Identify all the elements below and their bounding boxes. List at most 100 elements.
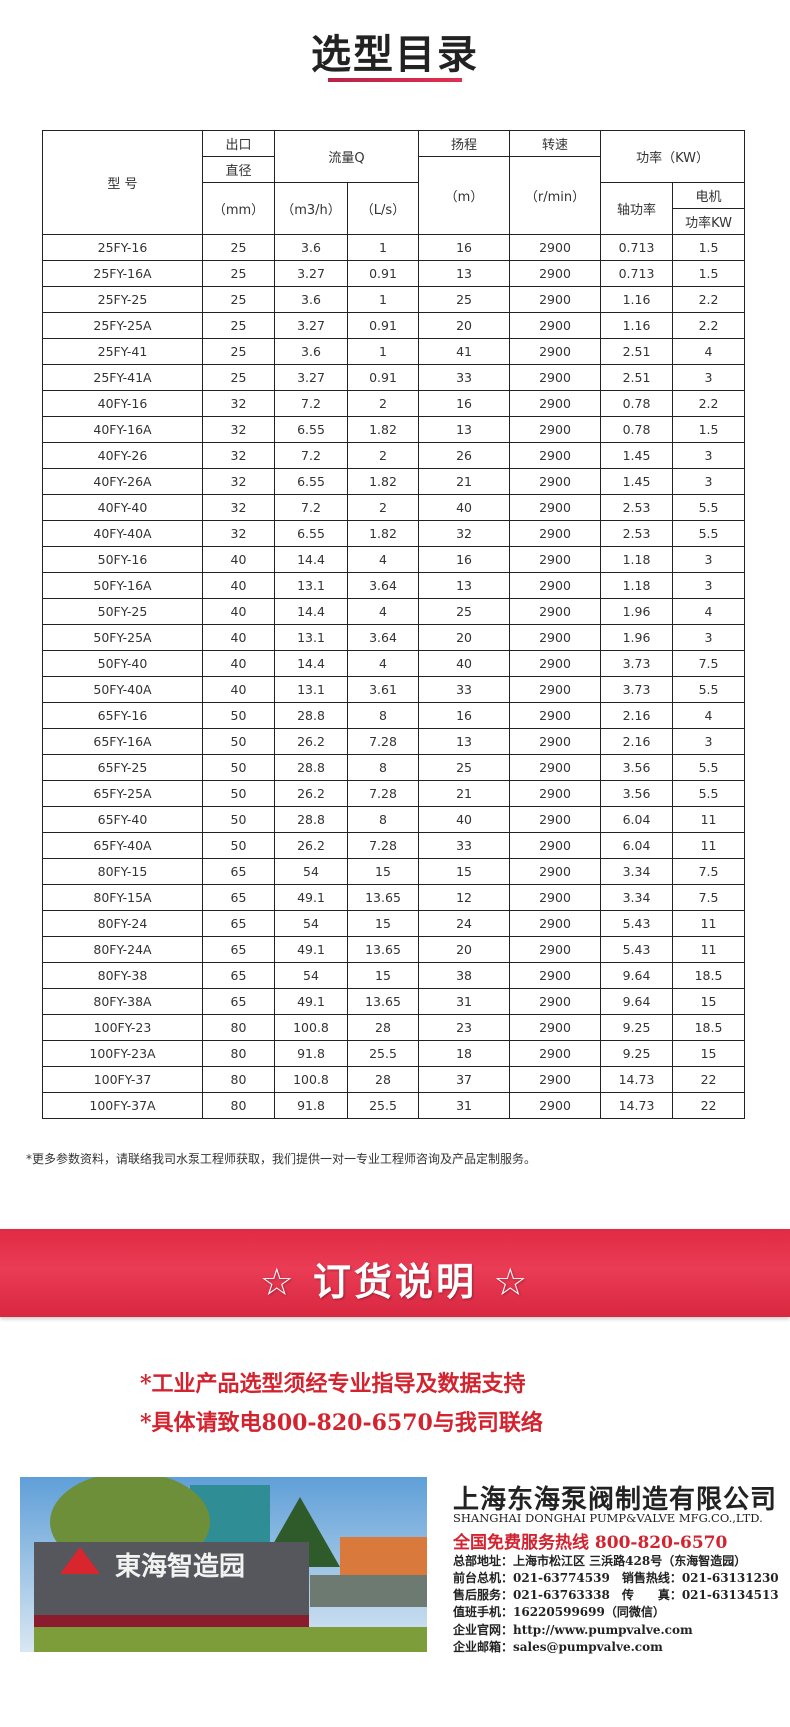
cell-model: 80FY-38A (42, 988, 203, 1015)
footer-address: 总部地址：上海市松江区 三浜路428号（东海智造园） (453, 1554, 747, 1568)
table-row: 50FY-40A 40 13.1 3.61 33 2900 3.73 5.5 (42, 676, 746, 703)
cell-flow-m3h: 13.1 (274, 624, 348, 651)
cell-flow-ls: 25.5 (346, 1040, 420, 1067)
cell-motor-power: 2.2 (672, 390, 746, 417)
cell-head: 33 (418, 676, 511, 703)
cell-speed: 2900 (509, 702, 602, 729)
cell-head: 25 (418, 598, 511, 625)
cell-speed: 2900 (509, 858, 602, 885)
cell-speed: 2900 (509, 884, 602, 911)
cell-model: 65FY-16 (42, 702, 203, 729)
cell-shaft-power: 3.56 (600, 780, 674, 807)
table-row: 80FY-24 65 54 15 24 2900 5.43 11 (42, 910, 746, 937)
header-head: 扬程 (418, 130, 511, 157)
cell-speed: 2900 (509, 572, 602, 599)
slogan-2: *具体请致电800-820-6570与我司联络 (140, 1410, 543, 1436)
cell-outlet: 32 (202, 442, 275, 469)
logo-triangle-icon (60, 1547, 100, 1574)
cell-flow-ls: 3.64 (346, 624, 420, 651)
cell-motor-power: 2.2 (672, 286, 746, 313)
table-row: 100FY-23A 80 91.8 25.5 18 2900 9.25 15 (42, 1040, 746, 1067)
cell-shaft-power: 14.73 (600, 1092, 674, 1119)
cell-motor-power: 18.5 (672, 962, 746, 989)
hotline[interactable]: 全国免费服务热线 800-820-6570 (453, 1533, 728, 1553)
cell-motor-power: 2.2 (672, 312, 746, 339)
cell-motor-power: 3 (672, 624, 746, 651)
cell-speed: 2900 (509, 1014, 602, 1041)
table-row: 40FY-16A 32 6.55 1.82 13 2900 0.78 1.5 (42, 416, 746, 443)
lawn (34, 1627, 427, 1652)
cell-motor-power: 5.5 (672, 754, 746, 781)
cell-shaft-power: 1.45 (600, 442, 674, 469)
cell-motor-power: 11 (672, 832, 746, 859)
cell-head: 38 (418, 962, 511, 989)
cell-shaft-power: 1.18 (600, 546, 674, 573)
cell-model: 25FY-16 (42, 234, 203, 261)
cell-outlet: 80 (202, 1014, 275, 1041)
cell-head: 16 (418, 702, 511, 729)
cell-motor-power: 7.5 (672, 650, 746, 677)
cell-model: 80FY-38 (42, 962, 203, 989)
slogan-1: *工业产品选型须经专业指导及数据支持 (140, 1371, 526, 1397)
table-body: 25FY-16 25 3.6 1 16 2900 0.713 1.5 25FY-16A 25 3.2… (42, 234, 746, 1119)
cell-flow-m3h: 7.2 (274, 390, 348, 417)
header-shaft-power: 轴功率 (600, 182, 674, 235)
cell-speed: 2900 (509, 494, 602, 521)
cell-flow-ls: 15 (346, 910, 420, 937)
flower-bed (34, 1615, 309, 1627)
cell-flow-m3h: 28.8 (274, 806, 348, 833)
cell-flow-ls: 4 (346, 598, 420, 625)
cell-motor-power: 3 (672, 442, 746, 469)
table-row: 100FY-37A 80 91.8 25.5 31 2900 14.73 22 (42, 1092, 746, 1119)
cell-head: 25 (418, 286, 511, 313)
cell-outlet: 40 (202, 650, 275, 677)
cell-flow-ls: 0.91 (346, 364, 420, 391)
cell-flow-m3h: 28.8 (274, 702, 348, 729)
cell-flow-ls: 2 (346, 494, 420, 521)
table-row: 100FY-37 80 100.8 28 37 2900 14.73 22 (42, 1066, 746, 1093)
table-row: 50FY-16A 40 13.1 3.64 13 2900 1.18 3 (42, 572, 746, 599)
cell-flow-m3h: 3.27 (274, 260, 348, 287)
cell-model: 50FY-16A (42, 572, 203, 599)
cell-speed: 2900 (509, 390, 602, 417)
cell-flow-m3h: 7.2 (274, 494, 348, 521)
cell-outlet: 25 (202, 364, 275, 391)
cell-flow-m3h: 54 (274, 858, 348, 885)
cell-flow-m3h: 49.1 (274, 936, 348, 963)
table-row: 40FY-26A 32 6.55 1.82 21 2900 1.45 3 (42, 468, 746, 495)
cell-head: 31 (418, 1092, 511, 1119)
cell-outlet: 32 (202, 468, 275, 495)
cell-model: 100FY-23A (42, 1040, 203, 1067)
cell-model: 100FY-23 (42, 1014, 203, 1041)
page-title: 选型目录 (311, 32, 479, 78)
cell-outlet: 65 (202, 858, 275, 885)
cell-speed: 2900 (509, 416, 602, 443)
cell-head: 26 (418, 442, 511, 469)
cell-outlet: 40 (202, 598, 275, 625)
footer-email[interactable]: 企业邮箱：sales@pumpvalve.com (453, 1640, 663, 1654)
cell-head: 31 (418, 988, 511, 1015)
cell-speed: 2900 (509, 650, 602, 677)
cell-speed: 2900 (509, 832, 602, 859)
cell-flow-m3h: 26.2 (274, 780, 348, 807)
cell-shaft-power: 2.53 (600, 494, 674, 521)
footer-mobile: 值班手机：16220599699（同微信） (453, 1605, 665, 1619)
table-row: 80FY-15A 65 49.1 13.65 12 2900 3.34 7.5 (42, 884, 746, 911)
footer-website[interactable]: 企业官网：http://www.pumpvalve.com (453, 1623, 693, 1637)
cell-speed: 2900 (509, 598, 602, 625)
cell-motor-power: 3 (672, 364, 746, 391)
cell-motor-power: 1.5 (672, 416, 746, 443)
cell-motor-power: 5.5 (672, 494, 746, 521)
cell-shaft-power: 2.16 (600, 702, 674, 729)
cell-head: 13 (418, 260, 511, 287)
cell-outlet: 40 (202, 676, 275, 703)
cell-outlet: 40 (202, 624, 275, 651)
order-banner (0, 1229, 790, 1317)
cell-model: 50FY-25A (42, 624, 203, 651)
cell-shaft-power: 2.53 (600, 520, 674, 547)
cell-speed: 2900 (509, 780, 602, 807)
cell-motor-power: 7.5 (672, 858, 746, 885)
cell-flow-m3h: 14.4 (274, 650, 348, 677)
cell-motor-power: 4 (672, 598, 746, 625)
cell-outlet: 65 (202, 936, 275, 963)
